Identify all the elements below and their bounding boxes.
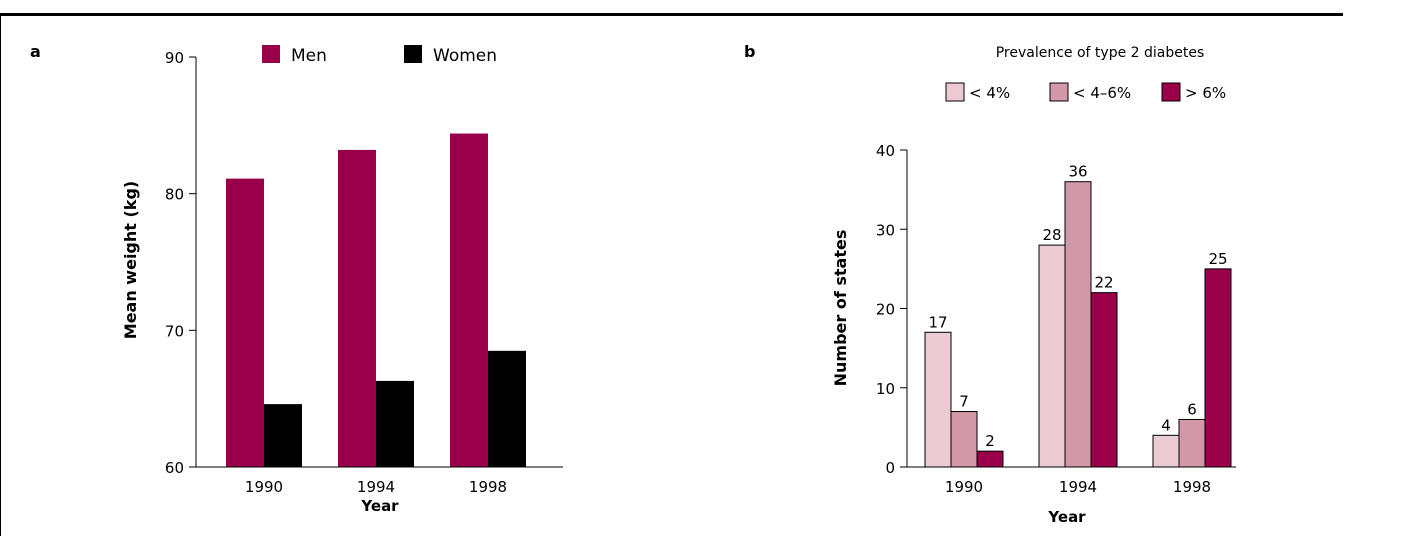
legend-swatch-mid [1049, 82, 1069, 102]
panel-b-y-tick-label-0: 0 [885, 459, 895, 477]
panel-a-axes: 1990 1994 1998 60 70 80 90 [165, 49, 563, 496]
panel-b-data-label-1994-s0: 28 [1042, 226, 1061, 244]
panel-b-data-label-1990-s1: 7 [959, 393, 969, 411]
panel-a-chart: a Men Women 1990 1994 1998 60 70 80 90 Mean we… [30, 42, 563, 515]
panel-a-y-axis-title: Mean weight (kg) [121, 181, 140, 339]
panel-a-x-tick-label-1990: 1990 [245, 478, 283, 496]
panel-b-y-tick-label-40: 40 [876, 142, 895, 160]
panel-b-bar-1990-s0 [924, 331, 952, 468]
panel-b-y-tick-label-30: 30 [876, 221, 895, 239]
panel-a-bar-1990-s1 [264, 404, 302, 467]
panel-a-y-tick-label-80: 80 [165, 186, 184, 204]
legend-swatch-low [945, 82, 965, 102]
panel-b-bar-1990-s1 [950, 411, 978, 468]
panel-a-x-axis-title: Year [360, 497, 399, 515]
legend-swatch-men [262, 45, 280, 63]
panel-a-bars [226, 133, 526, 468]
panel-a-x-tick-label-1998: 1998 [469, 478, 507, 496]
panel-b-x-tick-label-1998: 1998 [1173, 478, 1211, 496]
legend-swatch-high [1161, 82, 1181, 102]
panel-a-y-tick-label-60: 60 [165, 459, 184, 477]
panel-b-x-tick-label-1990: 1990 [945, 478, 983, 496]
panel-b-bar-1998-s1 [1178, 418, 1206, 468]
panel-a-label: a [30, 42, 41, 61]
panel-a-bar-1994-s0 [338, 149, 376, 467]
legend-label-low: < 4% [969, 84, 1010, 102]
panel-a-y-tick-label-90: 90 [165, 49, 184, 67]
panel-a-legend: Men Women [262, 45, 497, 66]
panel-b-x-tick-label-1994: 1994 [1059, 478, 1097, 496]
panel-a-bar-1994-s1 [376, 380, 414, 467]
panel-b-bar-1994-s0 [1038, 244, 1066, 468]
panel-b-data-label-1994-s2: 22 [1094, 274, 1113, 292]
panel-a-bar-1998-s1 [488, 350, 526, 467]
panel-a-y-tick-label-70: 70 [165, 322, 184, 340]
panel-b-label: b [744, 42, 755, 61]
legend-label-women: Women [433, 46, 497, 66]
panel-b-bar-1998-s2 [1204, 268, 1232, 468]
panel-a-x-tick-label-1994: 1994 [357, 478, 395, 496]
panel-b-bars: 17 7 2 28 36 22 46 25 [924, 163, 1232, 468]
panel-b-bar-1990-s2 [976, 450, 1004, 468]
legend-label-high: > 6% [1185, 84, 1226, 102]
panel-b-data-label-1990-s2: 2 [985, 432, 995, 450]
panel-b-x-axis-title: Year [1047, 508, 1086, 526]
legend-label-mid: < 4–6% [1073, 84, 1131, 102]
panel-b-data-label-1998-s0: 4 [1161, 416, 1171, 434]
panel-a-bar-1990-s0 [226, 178, 264, 467]
panel-b-y-tick-label-20: 20 [876, 301, 895, 319]
panel-b-chart: b Prevalence of type 2 diabetes < 4% < 4… [744, 42, 1236, 526]
panel-b-data-label-1998-s2: 25 [1208, 250, 1227, 268]
panel-b-data-label-1990-s0: 17 [928, 313, 947, 331]
panel-b-legend: < 4% < 4–6% > 6% [945, 82, 1226, 102]
panel-b-bar-1994-s2 [1090, 292, 1118, 468]
panel-b-bar-1994-s1 [1064, 181, 1092, 468]
panel-b-bar-1998-s0 [1152, 434, 1180, 468]
panel-b-data-label-1994-s1: 36 [1068, 163, 1087, 181]
panel-b-y-axis-title: Number of states [831, 230, 850, 387]
panel-b-data-label-1998-s1: 6 [1187, 400, 1197, 418]
legend-swatch-women [404, 45, 422, 63]
panel-b-y-tick-label-10: 10 [876, 380, 895, 398]
panel-b-title: Prevalence of type 2 diabetes [996, 45, 1205, 61]
panel-a-bar-1998-s0 [450, 133, 488, 468]
panel-b-axes: 1990 1994 1998 0 10 20 30 40 [876, 142, 1236, 496]
legend-label-men: Men [291, 46, 327, 66]
